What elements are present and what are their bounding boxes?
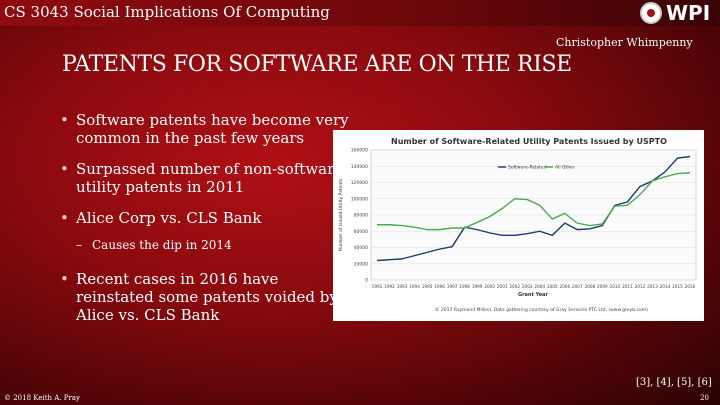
chart-y-tick-label: 40000: [354, 245, 368, 251]
chart-x-tick-label: 2008: [585, 284, 596, 289]
chart-y-tick-label: 60000: [354, 229, 368, 235]
chart-x-tick-label: 2014: [660, 284, 671, 289]
chart-x-tick-label: 2011: [622, 284, 633, 289]
patent-chart: Number of Software-Related Utility Paten…: [333, 130, 704, 321]
wpi-seal-icon: [640, 2, 662, 24]
chart-x-tick-label: 2007: [572, 284, 583, 289]
chart-x-tick-label: 1997: [447, 284, 458, 289]
chart-y-tick-label: 140000: [351, 164, 368, 170]
sub-bullet-item: Causes the dip in 2014: [60, 236, 360, 254]
chart-x-tick-label: 2004: [534, 284, 545, 289]
chart-x-tick-label: 1995: [422, 284, 433, 289]
chart-y-tick-label: 120000: [351, 180, 368, 186]
chart-x-tick-label: 2002: [509, 284, 520, 289]
bullet-item: Software patents have become very common…: [60, 111, 360, 147]
wpi-logo: WPI: [640, 0, 716, 26]
chart-x-tick-label: 1999: [472, 284, 483, 289]
chart-y-tick-label: 20000: [354, 261, 368, 267]
chart-x-tick-label: 2006: [559, 284, 570, 289]
bullet-item: Recent cases in 2016 have reinstated som…: [60, 270, 360, 324]
chart-y-tick-label: 0: [365, 278, 368, 284]
chart-x-tick-label: 2005: [547, 284, 558, 289]
chart-x-tick-label: 1991: [372, 284, 383, 289]
bullet-item: Alice Corp vs. CLS Bank: [60, 209, 360, 227]
chart-x-tick-label: 2003: [522, 284, 533, 289]
chart-x-tick-label: 2001: [497, 284, 508, 289]
chart-x-tick-label: 1996: [434, 284, 445, 289]
author-name: Christopher Whimpenny: [556, 36, 693, 49]
course-title: CS 3043 Social Implications Of Computing: [4, 3, 330, 21]
chart-x-tick-label: 2016: [685, 284, 696, 289]
chart-legend-label: Software-Related: [508, 165, 547, 171]
chart-source-note: © 2017 Raymond Millien. Data gathering c…: [435, 306, 648, 313]
chart-x-tick-label: 2013: [647, 284, 658, 289]
chart-x-tick-label: 1993: [397, 284, 408, 289]
chart-x-tick-label: 1994: [409, 284, 420, 289]
chart-ylabel: Number of Issued Utility Patents: [338, 178, 344, 251]
chart-series-line: [376, 155, 691, 262]
chart-title: Number of Software-Related Utility Paten…: [391, 137, 667, 146]
chart-y-tick-label: 80000: [354, 213, 368, 219]
chart-x-tick-label: 2009: [597, 284, 608, 289]
references: [3], [4], [5], [6]: [636, 377, 712, 388]
chart-legend-label: All Other: [555, 165, 575, 171]
bullet-list: Software patents have become very common…: [60, 111, 360, 337]
chart-x-tick-label: 1992: [384, 284, 395, 289]
patent-chart-svg: Number of Software-Related Utility Paten…: [333, 130, 704, 321]
chart-x-tick-label: 2015: [672, 284, 683, 289]
copyright: © 2018 Keith A. Pray: [4, 394, 80, 402]
chart-xlabel: Grant Year: [518, 292, 549, 298]
chart-y-tick-label: 100000: [351, 196, 368, 202]
chart-x-tick-label: 1998: [459, 284, 470, 289]
wpi-logo-text: WPI: [666, 1, 711, 25]
chart-x-tick-label: 2010: [610, 284, 621, 289]
page-number: 20: [700, 394, 709, 402]
chart-series-line: [377, 172, 691, 231]
slide-title: PATENTS FOR SOFTWARE ARE ON THE RISE: [62, 52, 572, 77]
header-bar: CS 3043 Social Implications Of Computing…: [0, 0, 720, 26]
chart-x-tick-label: 2000: [484, 284, 495, 289]
chart-x-tick-label: 2012: [635, 284, 646, 289]
chart-y-tick-label: 160000: [351, 148, 368, 154]
bullet-item: Surpassed number of non-software utility…: [60, 160, 360, 196]
